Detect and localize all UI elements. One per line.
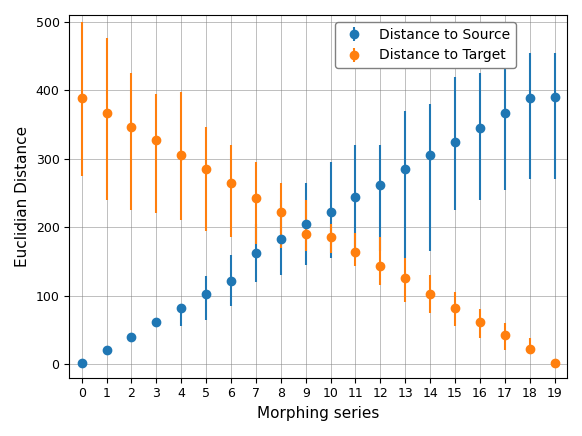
Y-axis label: Euclidian Distance: Euclidian Distance xyxy=(15,126,30,267)
Legend: Distance to Source, Distance to Target: Distance to Source, Distance to Target xyxy=(335,22,516,68)
X-axis label: Morphing series: Morphing series xyxy=(257,406,379,421)
